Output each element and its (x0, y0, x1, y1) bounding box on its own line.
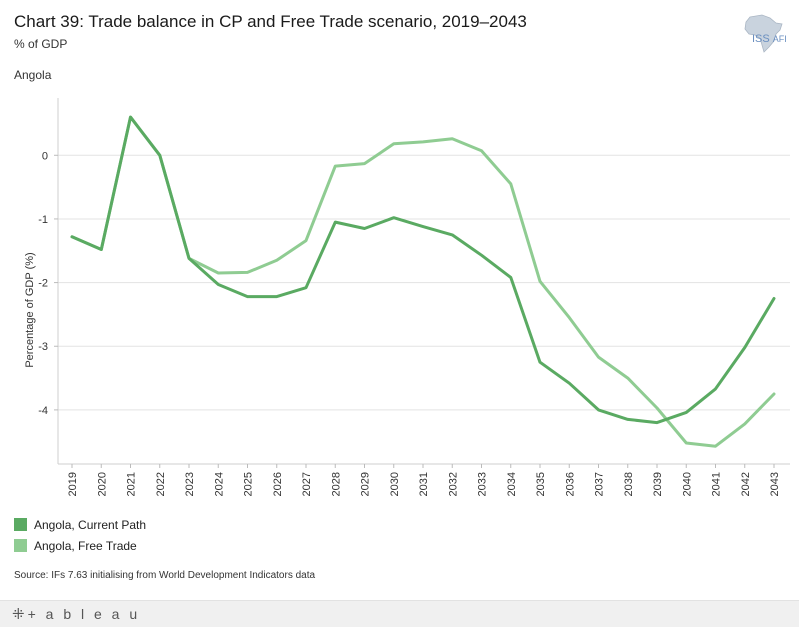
series-line-free-trade[interactable] (70, 115, 776, 448)
x-tick-label: 2042 (740, 472, 752, 496)
x-tick-label: 2020 (96, 472, 108, 496)
legend-swatch-free-trade (14, 539, 27, 552)
x-axis: 2019 2020 2021 2022 2023 2024 2025 2026 2027 2028… (58, 463, 790, 496)
line-chart: 0 -1 -2 -3 -4 Percentage of GDP (%) 2019 2020… (24, 98, 790, 496)
y-axis-label: Percentage of GDP (%) (24, 252, 36, 367)
x-tick-label: 2041 (711, 472, 723, 496)
grid-lines (58, 154, 790, 411)
x-tick-label: 2035 (535, 472, 547, 496)
x-tick-label: 2028 (330, 472, 342, 496)
source-note: Source: IFs 7.63 initialising from World… (14, 570, 316, 581)
legend-label-free-trade: Angola, Free Trade (34, 538, 137, 553)
legend: Angola, Current Path Angola, Free Trade (14, 514, 146, 556)
x-tick-label: 2019 (67, 472, 79, 496)
x-tick-label: 2021 (126, 472, 138, 496)
x-tick-label: 2043 (769, 472, 781, 496)
tableau-brand: + a b l e a u (27, 606, 141, 622)
x-tick-label: 2025 (243, 472, 255, 496)
legend-swatch-current-path (14, 518, 27, 531)
x-tick-label: 2023 (184, 472, 196, 496)
x-tick-label: 2038 (623, 472, 635, 496)
series-line-current-path[interactable] (70, 115, 776, 425)
tableau-footer: ⁜ + a b l e a u (0, 600, 799, 627)
x-tick-label: 2032 (447, 472, 459, 496)
y-tick-label: -2 (38, 278, 48, 290)
x-tick-label: 2037 (594, 472, 606, 496)
x-tick-label: 2034 (506, 472, 518, 496)
y-tick-label: -4 (38, 405, 48, 417)
x-tick-label: 2022 (155, 472, 167, 496)
y-tick-label: 0 (42, 150, 48, 162)
legend-label-current-path: Angola, Current Path (34, 517, 147, 532)
x-tick-label: 2031 (418, 472, 430, 496)
x-tick-label: 2036 (564, 472, 576, 496)
x-tick-label: 2040 (681, 472, 693, 496)
y-tick-label: -1 (38, 214, 48, 226)
y-tick-label: -3 (38, 341, 48, 353)
x-tick-label: 2039 (652, 472, 664, 496)
x-tick-label: 2033 (477, 472, 489, 496)
logo-text: ISS (752, 33, 770, 45)
iss-logo: ISS AFI (752, 33, 787, 45)
x-tick-label: 2030 (389, 472, 401, 496)
x-tick-label: 2027 (301, 472, 313, 496)
x-tick-label: 2029 (360, 472, 372, 496)
tableau-logo[interactable]: ⁜ + a b l e a u (12, 605, 140, 623)
legend-item-free-trade[interactable]: Angola, Free Trade (14, 535, 146, 556)
x-tick-label: 2024 (213, 472, 225, 496)
africa-map-icon (744, 14, 783, 53)
x-tick-label: 2026 (272, 472, 284, 496)
logo-suffix: AFI (772, 34, 787, 44)
country-label: Angola (14, 68, 52, 82)
chart-title: Chart 39: Trade balance in CP and Free T… (14, 12, 527, 31)
legend-item-current-path[interactable]: Angola, Current Path (14, 514, 146, 535)
tableau-plus-icon: ⁜ (12, 606, 25, 623)
series-lines (70, 115, 776, 448)
chart-subtitle: % of GDP (14, 37, 68, 51)
y-axis: 0 -1 -2 -3 -4 (38, 98, 59, 464)
